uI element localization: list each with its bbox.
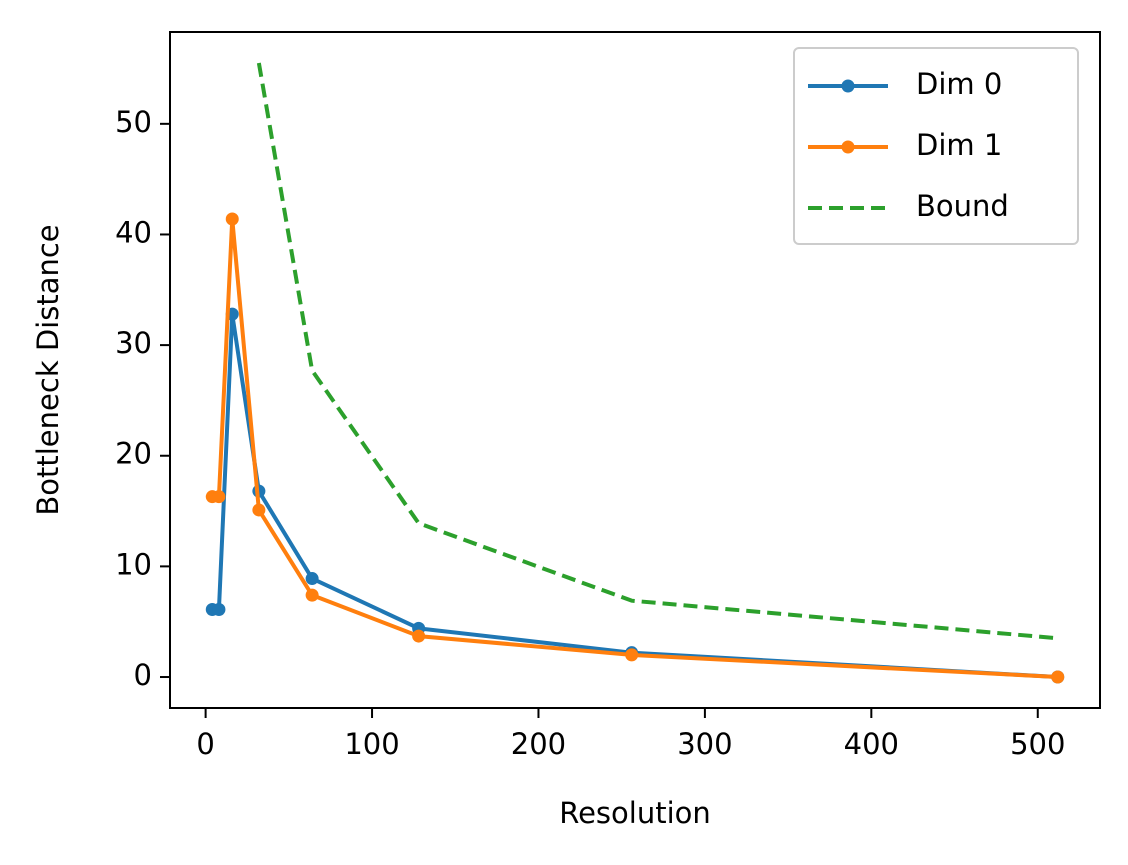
x-tick-label: 300 xyxy=(677,727,732,761)
plot-frame xyxy=(169,31,1101,709)
x-axis-label: Resolution xyxy=(559,796,711,830)
y-tick-label: 30 xyxy=(115,326,152,360)
legend-label: Dim 0 xyxy=(916,67,1002,101)
legend-marker xyxy=(841,140,855,154)
y-tick-label: 50 xyxy=(115,105,152,139)
y-tick-label: 40 xyxy=(115,215,152,249)
y-tick-label: 10 xyxy=(115,547,152,581)
point xyxy=(212,490,226,504)
point xyxy=(412,629,426,643)
point xyxy=(625,648,639,662)
y-axis-label: Bottleneck Distance xyxy=(31,224,65,515)
series-line xyxy=(212,312,1058,680)
y-tick-label: 0 xyxy=(134,658,152,692)
point xyxy=(305,588,319,602)
legend-label: Bound xyxy=(916,189,1009,223)
point xyxy=(305,572,319,586)
x-tick-label: 500 xyxy=(1010,727,1065,761)
series-line xyxy=(256,62,1058,641)
legend-marker xyxy=(841,79,855,93)
legend-box xyxy=(793,47,1079,245)
y-tick-label: 20 xyxy=(115,437,152,471)
x-tick-label: 100 xyxy=(344,727,399,761)
point xyxy=(225,212,239,226)
series-line xyxy=(212,216,1058,680)
x-tick-label: 0 xyxy=(196,727,214,761)
point xyxy=(212,603,226,617)
point xyxy=(1051,670,1065,684)
point xyxy=(252,503,266,517)
legend-label: Dim 1 xyxy=(916,128,1002,162)
x-tick-label: 400 xyxy=(844,727,899,761)
x-tick-label: 200 xyxy=(511,727,566,761)
